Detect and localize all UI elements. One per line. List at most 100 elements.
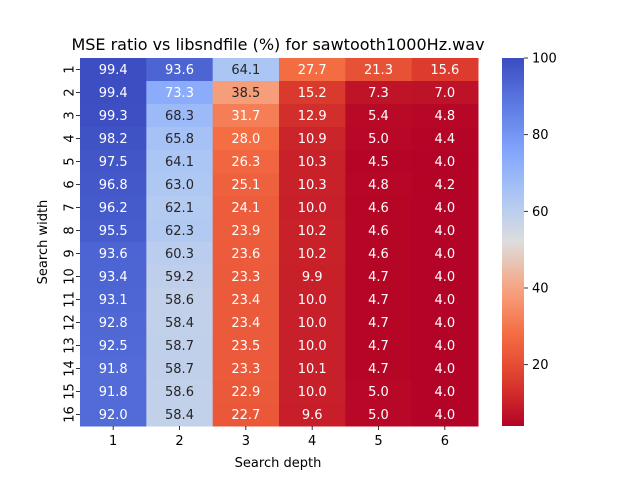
y-tick-label: 15 [63,383,78,400]
heatmap-cell [146,150,214,174]
heatmap-cell [212,150,280,174]
x-tick-label: 1 [109,434,117,449]
heatmap-cell [411,288,479,312]
heatmap-cell [411,265,479,289]
cell-value-label: 4.7 [368,293,389,308]
cell-value-label: 4.6 [368,201,389,216]
cell-value-label: 4.8 [434,109,455,124]
cell-value-label: 15.2 [298,86,327,101]
cell-value-label: 98.2 [99,132,128,147]
cell-value-label: 4.0 [434,408,455,423]
heatmap-cell [146,265,214,289]
cell-value-label: 21.3 [364,63,393,78]
cell-value-label: 5.0 [368,385,389,400]
heatmap-cell [80,196,147,220]
heatmap-cell [345,334,413,358]
heatmap-cell [279,242,346,266]
heatmap-cell [279,81,346,105]
y-tick-label: 10 [63,268,78,285]
heatmap-cell [279,403,346,427]
cell-value-label: 96.8 [99,178,128,193]
cell-value-label: 10.0 [298,293,327,308]
y-tick-label: 6 [63,180,78,188]
cell-value-label: 99.4 [99,63,128,78]
heatmap-cell [279,196,346,220]
cell-value-label: 4.8 [368,178,389,193]
heatmap-cell [411,403,479,427]
cell-value-label: 4.6 [368,224,389,239]
x-tick-label: 4 [308,434,316,449]
x-axis-label: Search depth [235,456,322,471]
y-axis-label: Search width [36,200,51,285]
cell-value-label: 64.1 [165,155,194,170]
cell-value-label: 27.7 [298,63,327,78]
heatmap-cell [80,58,147,82]
heatmap-cell [146,288,214,312]
cell-value-label: 58.4 [165,408,194,423]
heatmap-cell [146,403,214,427]
cell-value-label: 58.4 [165,316,194,331]
cell-value-label: 28.0 [231,132,260,147]
cell-value-label: 10.0 [298,201,327,216]
heatmap-cell [279,265,346,289]
heatmap-cell [279,357,346,381]
y-tick-label: 14 [63,360,78,377]
cell-value-label: 4.0 [434,224,455,239]
heatmap-cell [411,196,479,220]
cell-value-label: 5.4 [368,109,389,124]
heatmap-cell [212,104,280,128]
cell-value-label: 4.2 [434,178,455,193]
heatmap-cell [146,127,214,151]
cell-value-label: 23.9 [231,224,260,239]
cell-value-label: 10.3 [298,178,327,193]
cell-value-label: 62.3 [165,224,194,239]
cell-value-label: 23.4 [231,293,260,308]
colorbar-tick-label: 40 [532,282,549,297]
heatmap-cell [80,173,147,197]
cell-value-label: 10.3 [298,155,327,170]
heatmap-cell [212,196,280,220]
cell-value-label: 58.6 [165,385,194,400]
heatmap-cell [146,380,214,404]
heatmap-cell [345,311,413,335]
x-tick-label: 3 [242,434,250,449]
heatmap-cell [212,173,280,197]
heatmap-cell [146,219,214,243]
x-tick-label: 5 [374,434,382,449]
heatmap-cell [212,219,280,243]
colorbar [502,58,524,426]
x-axis-ticks: 1 2 3 4 5 6 [109,426,449,449]
cell-value-label: 23.4 [231,316,260,331]
heatmap-cell [212,334,280,358]
cell-value-label: 10.1 [298,362,327,377]
cell-value-label: 4.0 [434,247,455,262]
heatmap-cell [345,219,413,243]
heatmap-cell [146,58,214,82]
cell-value-label: 62.1 [165,201,194,216]
cell-value-label: 4.0 [434,201,455,216]
cell-value-label: 93.6 [99,247,128,262]
heatmap-cell [80,104,147,128]
cell-value-label: 4.4 [434,132,455,147]
heatmap-cell [80,380,147,404]
heatmap-cell [146,81,214,105]
chart-title: MSE ratio vs libsndfile (%) for sawtooth… [71,35,484,54]
heatmap-cell [279,150,346,174]
cell-value-label: 63.0 [165,178,194,193]
heatmap-cell [279,219,346,243]
cell-value-label: 24.1 [231,201,260,216]
cell-value-label: 22.9 [231,385,260,400]
heatmap-cell [345,196,413,220]
heatmap-cell [212,380,280,404]
heatmap-cell [80,242,147,266]
heatmap-cell [80,265,147,289]
heatmap-cell [345,81,413,105]
heatmap-cell [80,81,147,105]
heatmap-cell [212,242,280,266]
cell-value-label: 9.9 [302,270,323,285]
cell-value-label: 7.0 [434,86,455,101]
cell-value-label: 58.7 [165,339,194,354]
heatmap-cell [411,219,479,243]
heatmap-cell [411,380,479,404]
